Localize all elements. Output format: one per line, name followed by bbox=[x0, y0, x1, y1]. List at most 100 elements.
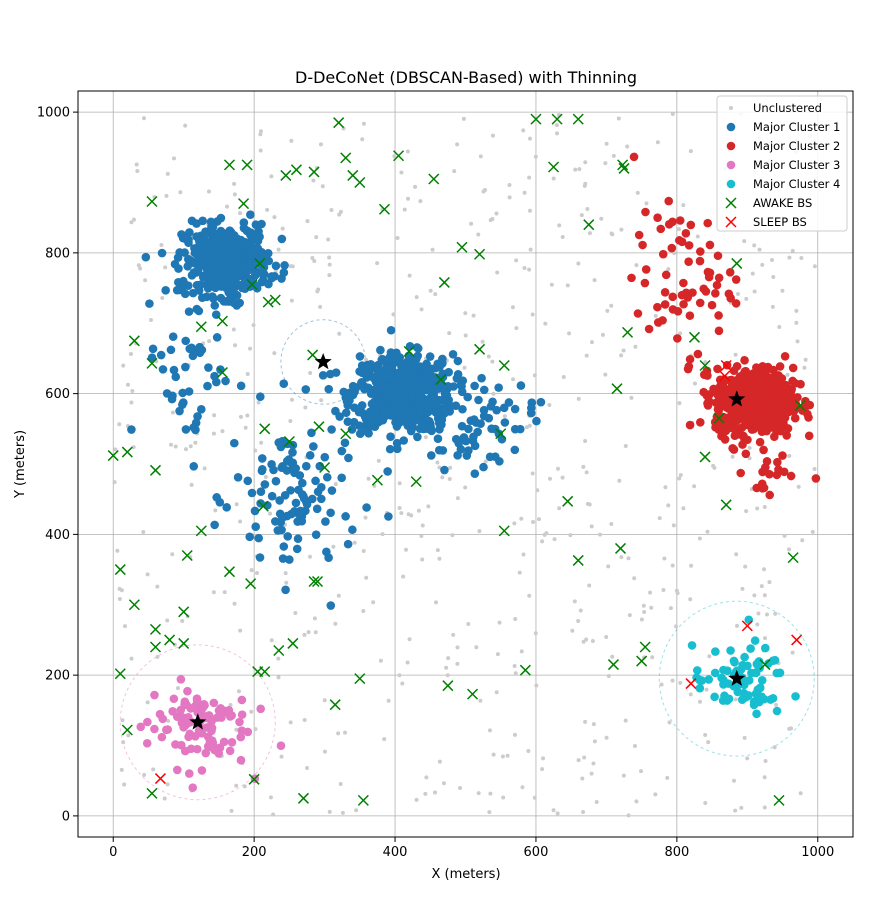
cluster-point bbox=[342, 397, 352, 406]
unclustered-point bbox=[707, 654, 712, 659]
unclustered-point bbox=[435, 548, 440, 553]
cluster-point bbox=[685, 354, 695, 364]
cluster-point bbox=[627, 273, 636, 283]
unclustered-point bbox=[234, 783, 239, 788]
unclustered-point bbox=[284, 580, 289, 585]
awake-bs-marker bbox=[713, 412, 725, 424]
cluster-point bbox=[270, 517, 280, 526]
cluster-point bbox=[237, 695, 247, 705]
unclustered-point bbox=[423, 435, 428, 440]
y-tick-label: 0 bbox=[62, 809, 70, 824]
unclustered-point bbox=[514, 326, 519, 331]
cluster-point bbox=[279, 542, 289, 551]
cluster-point bbox=[247, 260, 257, 270]
unclustered-point bbox=[371, 600, 376, 605]
cluster-point bbox=[292, 544, 302, 554]
legend-marker bbox=[726, 141, 736, 151]
cluster-point bbox=[426, 422, 435, 432]
unclustered-point bbox=[319, 398, 324, 403]
cluster-point bbox=[383, 467, 392, 476]
cluster-point bbox=[687, 641, 697, 650]
unclustered-point bbox=[519, 516, 524, 521]
cluster-point bbox=[438, 354, 447, 364]
unclustered-point bbox=[271, 812, 276, 817]
unclustered-point bbox=[249, 568, 254, 573]
unclustered-point bbox=[678, 473, 683, 478]
cluster-point bbox=[760, 643, 770, 653]
unclustered-point bbox=[141, 116, 146, 121]
cluster-point bbox=[664, 220, 674, 229]
cluster-point bbox=[413, 432, 422, 442]
cluster-point bbox=[172, 712, 182, 721]
unclustered-point bbox=[143, 278, 148, 283]
cluster-point bbox=[730, 657, 739, 667]
unclustered-point bbox=[119, 767, 124, 772]
unclustered-point bbox=[521, 552, 526, 557]
unclustered-point bbox=[542, 532, 547, 537]
unclustered-point bbox=[747, 456, 752, 461]
unclustered-point bbox=[570, 628, 575, 633]
unclustered-point bbox=[795, 339, 800, 344]
unclustered-point bbox=[635, 190, 640, 195]
awake-bs-marker bbox=[787, 552, 799, 564]
unclustered-point bbox=[494, 211, 499, 216]
awake-bs-marker bbox=[333, 117, 345, 129]
unclustered-point bbox=[697, 699, 702, 704]
cluster-point bbox=[494, 383, 503, 392]
unclustered-point bbox=[733, 808, 738, 813]
unclustered-point bbox=[667, 720, 672, 725]
unclustered-point bbox=[733, 697, 738, 702]
cluster-point bbox=[758, 391, 767, 401]
cluster-point bbox=[169, 694, 179, 704]
cluster-point bbox=[136, 722, 146, 732]
unclustered-point bbox=[251, 323, 256, 328]
cluster-point bbox=[286, 486, 295, 495]
cluster-point bbox=[696, 247, 705, 256]
cluster-point bbox=[199, 235, 209, 245]
cluster-point bbox=[231, 241, 241, 251]
cluster-point bbox=[703, 371, 712, 380]
unclustered-point bbox=[303, 405, 308, 410]
cluster-point bbox=[145, 299, 154, 308]
cluster-point bbox=[267, 491, 277, 501]
awake-bs-marker bbox=[149, 623, 162, 635]
cluster-point bbox=[759, 445, 768, 455]
unclustered-point bbox=[178, 190, 183, 195]
cluster-point bbox=[291, 498, 301, 508]
awake-bs-marker bbox=[354, 673, 366, 685]
unclustered-point bbox=[576, 619, 581, 624]
awake-bs-marker bbox=[435, 374, 447, 386]
cluster-point bbox=[247, 488, 257, 498]
awake-bs-marker bbox=[467, 688, 479, 700]
unclustered-point bbox=[420, 557, 425, 562]
cluster-point bbox=[393, 369, 403, 379]
unclustered-point bbox=[514, 258, 519, 263]
unclustered-points bbox=[112, 111, 817, 818]
unclustered-point bbox=[580, 776, 585, 781]
unclustered-point bbox=[258, 129, 263, 134]
cluster-point bbox=[709, 384, 718, 394]
unclustered-point bbox=[590, 638, 595, 643]
cluster-point bbox=[448, 350, 458, 359]
unclustered-point bbox=[487, 728, 492, 733]
unclustered-point bbox=[740, 586, 745, 591]
x-tick-label: 1000 bbox=[801, 845, 834, 860]
cluster-point bbox=[357, 401, 367, 410]
unclustered-point bbox=[530, 471, 535, 476]
unclustered-point bbox=[759, 584, 764, 589]
cluster-point bbox=[362, 503, 371, 512]
cluster-point bbox=[201, 748, 211, 758]
sleep-bs-marker bbox=[791, 634, 803, 646]
cluster-point bbox=[221, 376, 230, 386]
unclustered-point bbox=[678, 680, 683, 685]
cluster-point bbox=[196, 405, 206, 414]
cluster-point bbox=[714, 311, 723, 320]
awake-bs-marker bbox=[164, 634, 176, 646]
cluster-point bbox=[229, 286, 238, 296]
cluster-point bbox=[366, 389, 376, 398]
unclustered-point bbox=[446, 656, 451, 661]
unclustered-point bbox=[494, 690, 499, 695]
cluster-point bbox=[418, 385, 428, 394]
unclustered-point bbox=[810, 529, 815, 534]
unclustered-point bbox=[632, 743, 637, 748]
